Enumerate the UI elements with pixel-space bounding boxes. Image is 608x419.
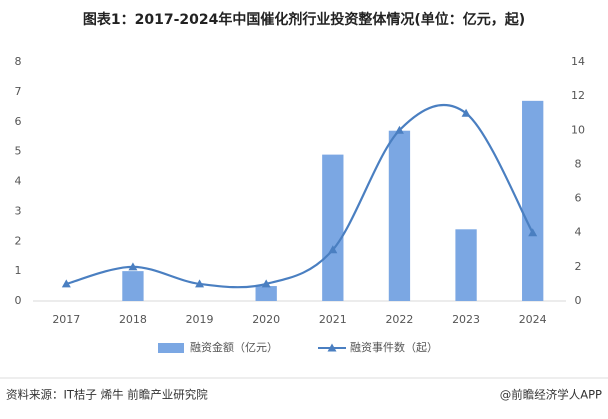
y-tick-label: 0: [15, 294, 22, 307]
y-tick-label: 5: [15, 145, 22, 158]
y-tick-label: 6: [15, 115, 22, 128]
y-tick-label: 4: [15, 175, 22, 188]
line-marker: [128, 262, 138, 271]
bar: [522, 100, 544, 302]
y2-tick-label: 0: [575, 294, 582, 307]
bar: [455, 229, 477, 301]
y2-tick-label: 10: [571, 123, 585, 136]
line-marker: [461, 108, 471, 117]
x-tick-label: 2019: [186, 313, 214, 326]
y2-tick-label: 8: [575, 157, 582, 170]
line-marker: [394, 125, 404, 134]
legend-label: 融资金额（亿元）: [190, 340, 278, 354]
legend-swatch: [158, 343, 184, 353]
y2-tick-label: 4: [575, 226, 582, 239]
y2-tick-label: 12: [571, 89, 585, 102]
y-tick-label: 8: [15, 55, 22, 68]
y-tick-label: 1: [15, 264, 22, 277]
y-tick-label: 3: [15, 204, 22, 217]
x-tick-label: 2022: [385, 313, 413, 326]
bar: [322, 154, 344, 301]
y-tick-label: 2: [15, 234, 22, 247]
credit: @前瞻经济学人APP: [500, 388, 602, 402]
x-tick-label: 2023: [452, 313, 480, 326]
x-tick-label: 2024: [519, 313, 547, 326]
y2-tick-label: 2: [575, 260, 582, 273]
y2-tick-label: 14: [571, 55, 585, 68]
source: 资料来源：IT桔子 烯牛 前瞻产业研究院: [6, 388, 208, 402]
x-tick-label: 2021: [319, 313, 347, 326]
x-tick-label: 2020: [252, 313, 280, 326]
y2-tick-label: 6: [575, 192, 582, 205]
legend-label: 融资事件数（起）: [350, 341, 438, 354]
bar: [255, 286, 277, 301]
line-marker: [261, 279, 271, 288]
bar: [388, 130, 411, 301]
x-tick-label: 2017: [52, 313, 80, 326]
y-tick-label: 7: [15, 85, 22, 98]
bar: [122, 271, 144, 301]
line-marker: [61, 279, 71, 288]
chart-title: 图表1：2017-2024年中国催化剂行业投资整体情况(单位：亿元，起): [83, 11, 525, 28]
legend-marker: [327, 343, 337, 352]
x-tick-label: 2018: [119, 313, 147, 326]
line-marker: [528, 228, 538, 237]
line-marker: [195, 279, 205, 288]
line-marker: [328, 245, 338, 254]
